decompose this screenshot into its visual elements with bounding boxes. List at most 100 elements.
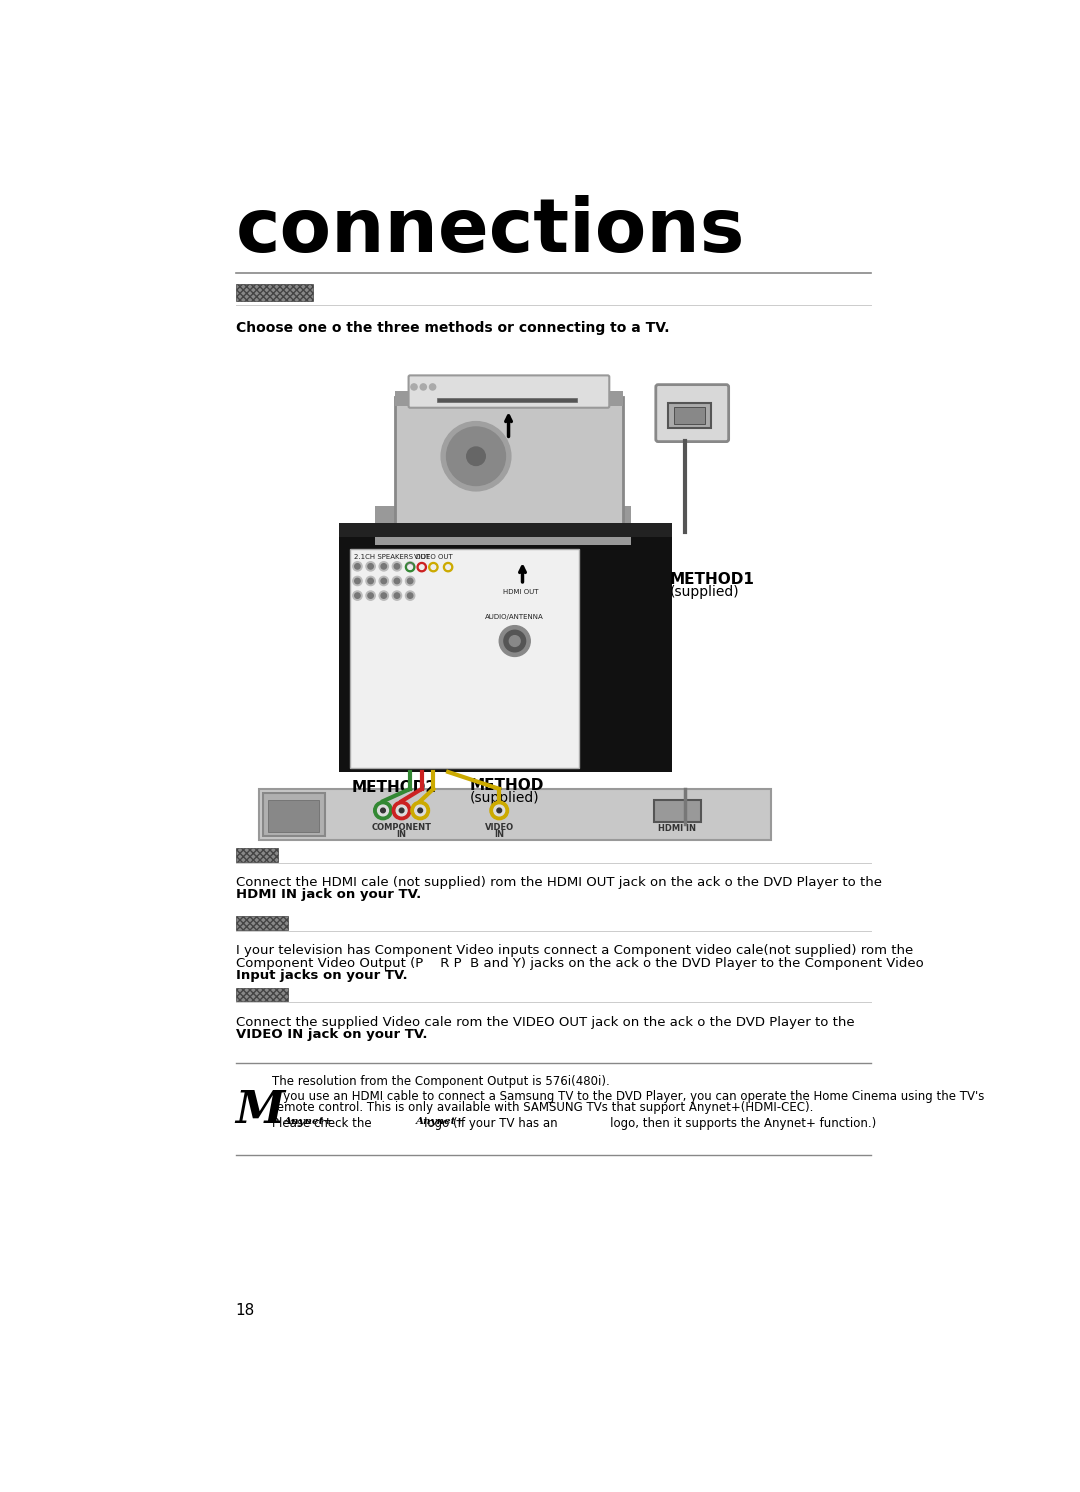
Circle shape xyxy=(379,576,389,585)
Circle shape xyxy=(410,383,417,389)
Circle shape xyxy=(394,592,400,598)
Text: COMPONENT: COMPONENT xyxy=(372,822,432,831)
Circle shape xyxy=(353,561,362,571)
Circle shape xyxy=(405,576,415,585)
Text: Please check the              logo (If your TV has an              logo, then it: Please check the logo (If your TV has an… xyxy=(272,1118,877,1129)
Circle shape xyxy=(381,564,387,568)
Text: METHOD1: METHOD1 xyxy=(670,571,755,586)
Circle shape xyxy=(368,592,374,598)
Text: Input jacks on your TV.: Input jacks on your TV. xyxy=(235,970,407,982)
Bar xyxy=(235,847,279,862)
Bar xyxy=(437,398,577,403)
Circle shape xyxy=(380,809,386,813)
Circle shape xyxy=(419,565,424,570)
Text: Anynet+: Anynet+ xyxy=(284,1118,333,1126)
Circle shape xyxy=(353,576,362,585)
Circle shape xyxy=(410,801,430,819)
Circle shape xyxy=(417,562,427,571)
Text: (supplied): (supplied) xyxy=(470,791,539,806)
Circle shape xyxy=(394,579,400,583)
Circle shape xyxy=(446,427,505,485)
Circle shape xyxy=(499,625,530,656)
Circle shape xyxy=(407,564,413,568)
Circle shape xyxy=(431,565,435,570)
Circle shape xyxy=(504,630,526,652)
Text: I your television has Component Video inputs connect a Component video cale(not : I your television has Component Video in… xyxy=(235,944,913,958)
Text: HDMI OUT: HDMI OUT xyxy=(503,589,539,595)
Text: IN: IN xyxy=(495,831,504,840)
Circle shape xyxy=(420,383,427,389)
Circle shape xyxy=(510,636,521,646)
Bar xyxy=(674,407,704,424)
Bar xyxy=(339,524,672,537)
Bar xyxy=(268,800,319,833)
Text: Anynet+: Anynet+ xyxy=(416,1118,464,1126)
FancyBboxPatch shape xyxy=(408,376,609,407)
Text: Component Video Output (P    R P  B and Y) jacks on the ack o the DVD Player to : Component Video Output (P R P B and Y) j… xyxy=(235,956,923,970)
Circle shape xyxy=(429,562,438,571)
Text: Connect the HDMI cale (not supplied) rom the HDMI OUT jack on the ack o the DVD : Connect the HDMI cale (not supplied) rom… xyxy=(235,876,881,889)
Circle shape xyxy=(418,809,422,813)
Text: VIDEO OUT: VIDEO OUT xyxy=(414,554,453,560)
Text: VIDEO: VIDEO xyxy=(485,822,514,831)
Circle shape xyxy=(366,561,375,571)
Text: METHOD: METHOD xyxy=(470,779,544,794)
Circle shape xyxy=(354,592,360,598)
Circle shape xyxy=(415,806,426,816)
Bar xyxy=(350,549,579,768)
Circle shape xyxy=(379,561,389,571)
Circle shape xyxy=(392,591,402,600)
Circle shape xyxy=(408,565,413,570)
Text: The resolution from the Component Output is 576i(480i).: The resolution from the Component Output… xyxy=(272,1074,610,1088)
Text: 18: 18 xyxy=(235,1303,255,1319)
Circle shape xyxy=(494,806,504,816)
Circle shape xyxy=(366,591,375,600)
Circle shape xyxy=(392,576,402,585)
Text: METHOD2: METHOD2 xyxy=(352,780,437,795)
Text: M: M xyxy=(235,1089,285,1132)
Circle shape xyxy=(441,422,511,491)
Text: AUDIO/ANTENNA: AUDIO/ANTENNA xyxy=(485,615,544,621)
Circle shape xyxy=(405,562,415,571)
Circle shape xyxy=(381,592,387,598)
Circle shape xyxy=(405,591,415,600)
Circle shape xyxy=(497,809,501,813)
Circle shape xyxy=(446,565,450,570)
Circle shape xyxy=(366,576,375,585)
Text: Connect the supplied Video cale rom the VIDEO OUT jack on the ack o the DVD Play: Connect the supplied Video cale rom the … xyxy=(235,1016,854,1029)
Circle shape xyxy=(400,809,404,813)
Bar xyxy=(262,794,325,836)
FancyBboxPatch shape xyxy=(656,385,729,442)
Circle shape xyxy=(467,448,485,466)
Text: remote control. This is only available with SAMSUNG TVs that support Anynet+(HDM: remote control. This is only available w… xyxy=(272,1101,813,1115)
Bar xyxy=(669,403,711,428)
Circle shape xyxy=(368,564,374,568)
Circle shape xyxy=(379,591,389,600)
Circle shape xyxy=(381,579,387,583)
Text: (supplied): (supplied) xyxy=(670,585,740,598)
Bar xyxy=(235,283,313,301)
Text: IN: IN xyxy=(396,831,406,840)
Circle shape xyxy=(396,806,407,816)
Bar xyxy=(394,397,623,531)
Circle shape xyxy=(405,561,415,571)
Circle shape xyxy=(354,564,360,568)
Bar xyxy=(654,800,701,822)
Circle shape xyxy=(444,562,453,571)
Circle shape xyxy=(392,561,402,571)
Text: connections: connections xyxy=(235,194,745,267)
Bar xyxy=(375,506,631,545)
Circle shape xyxy=(430,383,435,389)
Circle shape xyxy=(378,806,389,816)
Text: Choose one o the three methods or connecting to a TV.: Choose one o the three methods or connec… xyxy=(235,321,670,336)
Bar xyxy=(259,789,770,840)
Circle shape xyxy=(394,564,400,568)
Text: HDMI IN jack on your TV.: HDMI IN jack on your TV. xyxy=(235,888,421,901)
Circle shape xyxy=(407,579,413,583)
Text: VIDEO IN jack on your TV.: VIDEO IN jack on your TV. xyxy=(235,1028,428,1041)
Circle shape xyxy=(354,579,360,583)
Text: HDMI IN: HDMI IN xyxy=(659,824,697,834)
Circle shape xyxy=(490,801,509,819)
Bar xyxy=(339,533,672,771)
Bar xyxy=(235,916,288,930)
